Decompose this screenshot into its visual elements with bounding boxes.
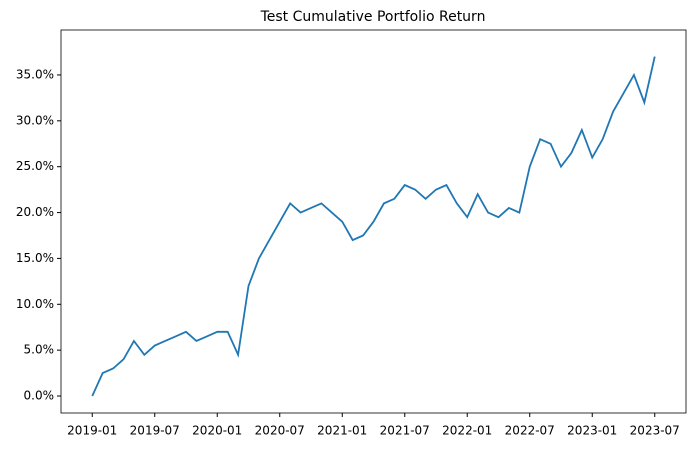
y-tick-label: 15.0% xyxy=(16,251,54,265)
y-tick-label: 10.0% xyxy=(16,297,54,311)
data-line xyxy=(91,56,656,397)
x-tick-label: 2021-07 xyxy=(380,424,430,438)
x-tick-label: 2023-01 xyxy=(567,424,617,438)
y-tick-label: 25.0% xyxy=(16,159,54,173)
chart-title: Test Cumulative Portfolio Return xyxy=(260,9,486,25)
x-tick-label: 2020-01 xyxy=(192,424,242,438)
x-tick-label: 2020-07 xyxy=(255,424,305,438)
x-tick-label: 2022-07 xyxy=(505,424,555,438)
x-tick-label: 2019-01 xyxy=(67,424,117,438)
x-tick-label: 2019-07 xyxy=(130,424,180,438)
y-tick-label: 5.0% xyxy=(24,343,55,357)
y-tick-label: 0.0% xyxy=(24,389,55,403)
y-tick-label: 30.0% xyxy=(16,113,54,127)
x-tick-label: 2023-07 xyxy=(630,424,680,438)
y-tick-label: 35.0% xyxy=(16,67,54,81)
y-tick-label: 20.0% xyxy=(16,205,54,219)
x-tick-label: 2021-01 xyxy=(317,424,367,438)
x-tick-label: 2022-01 xyxy=(442,424,492,438)
plot-frame xyxy=(60,29,687,414)
